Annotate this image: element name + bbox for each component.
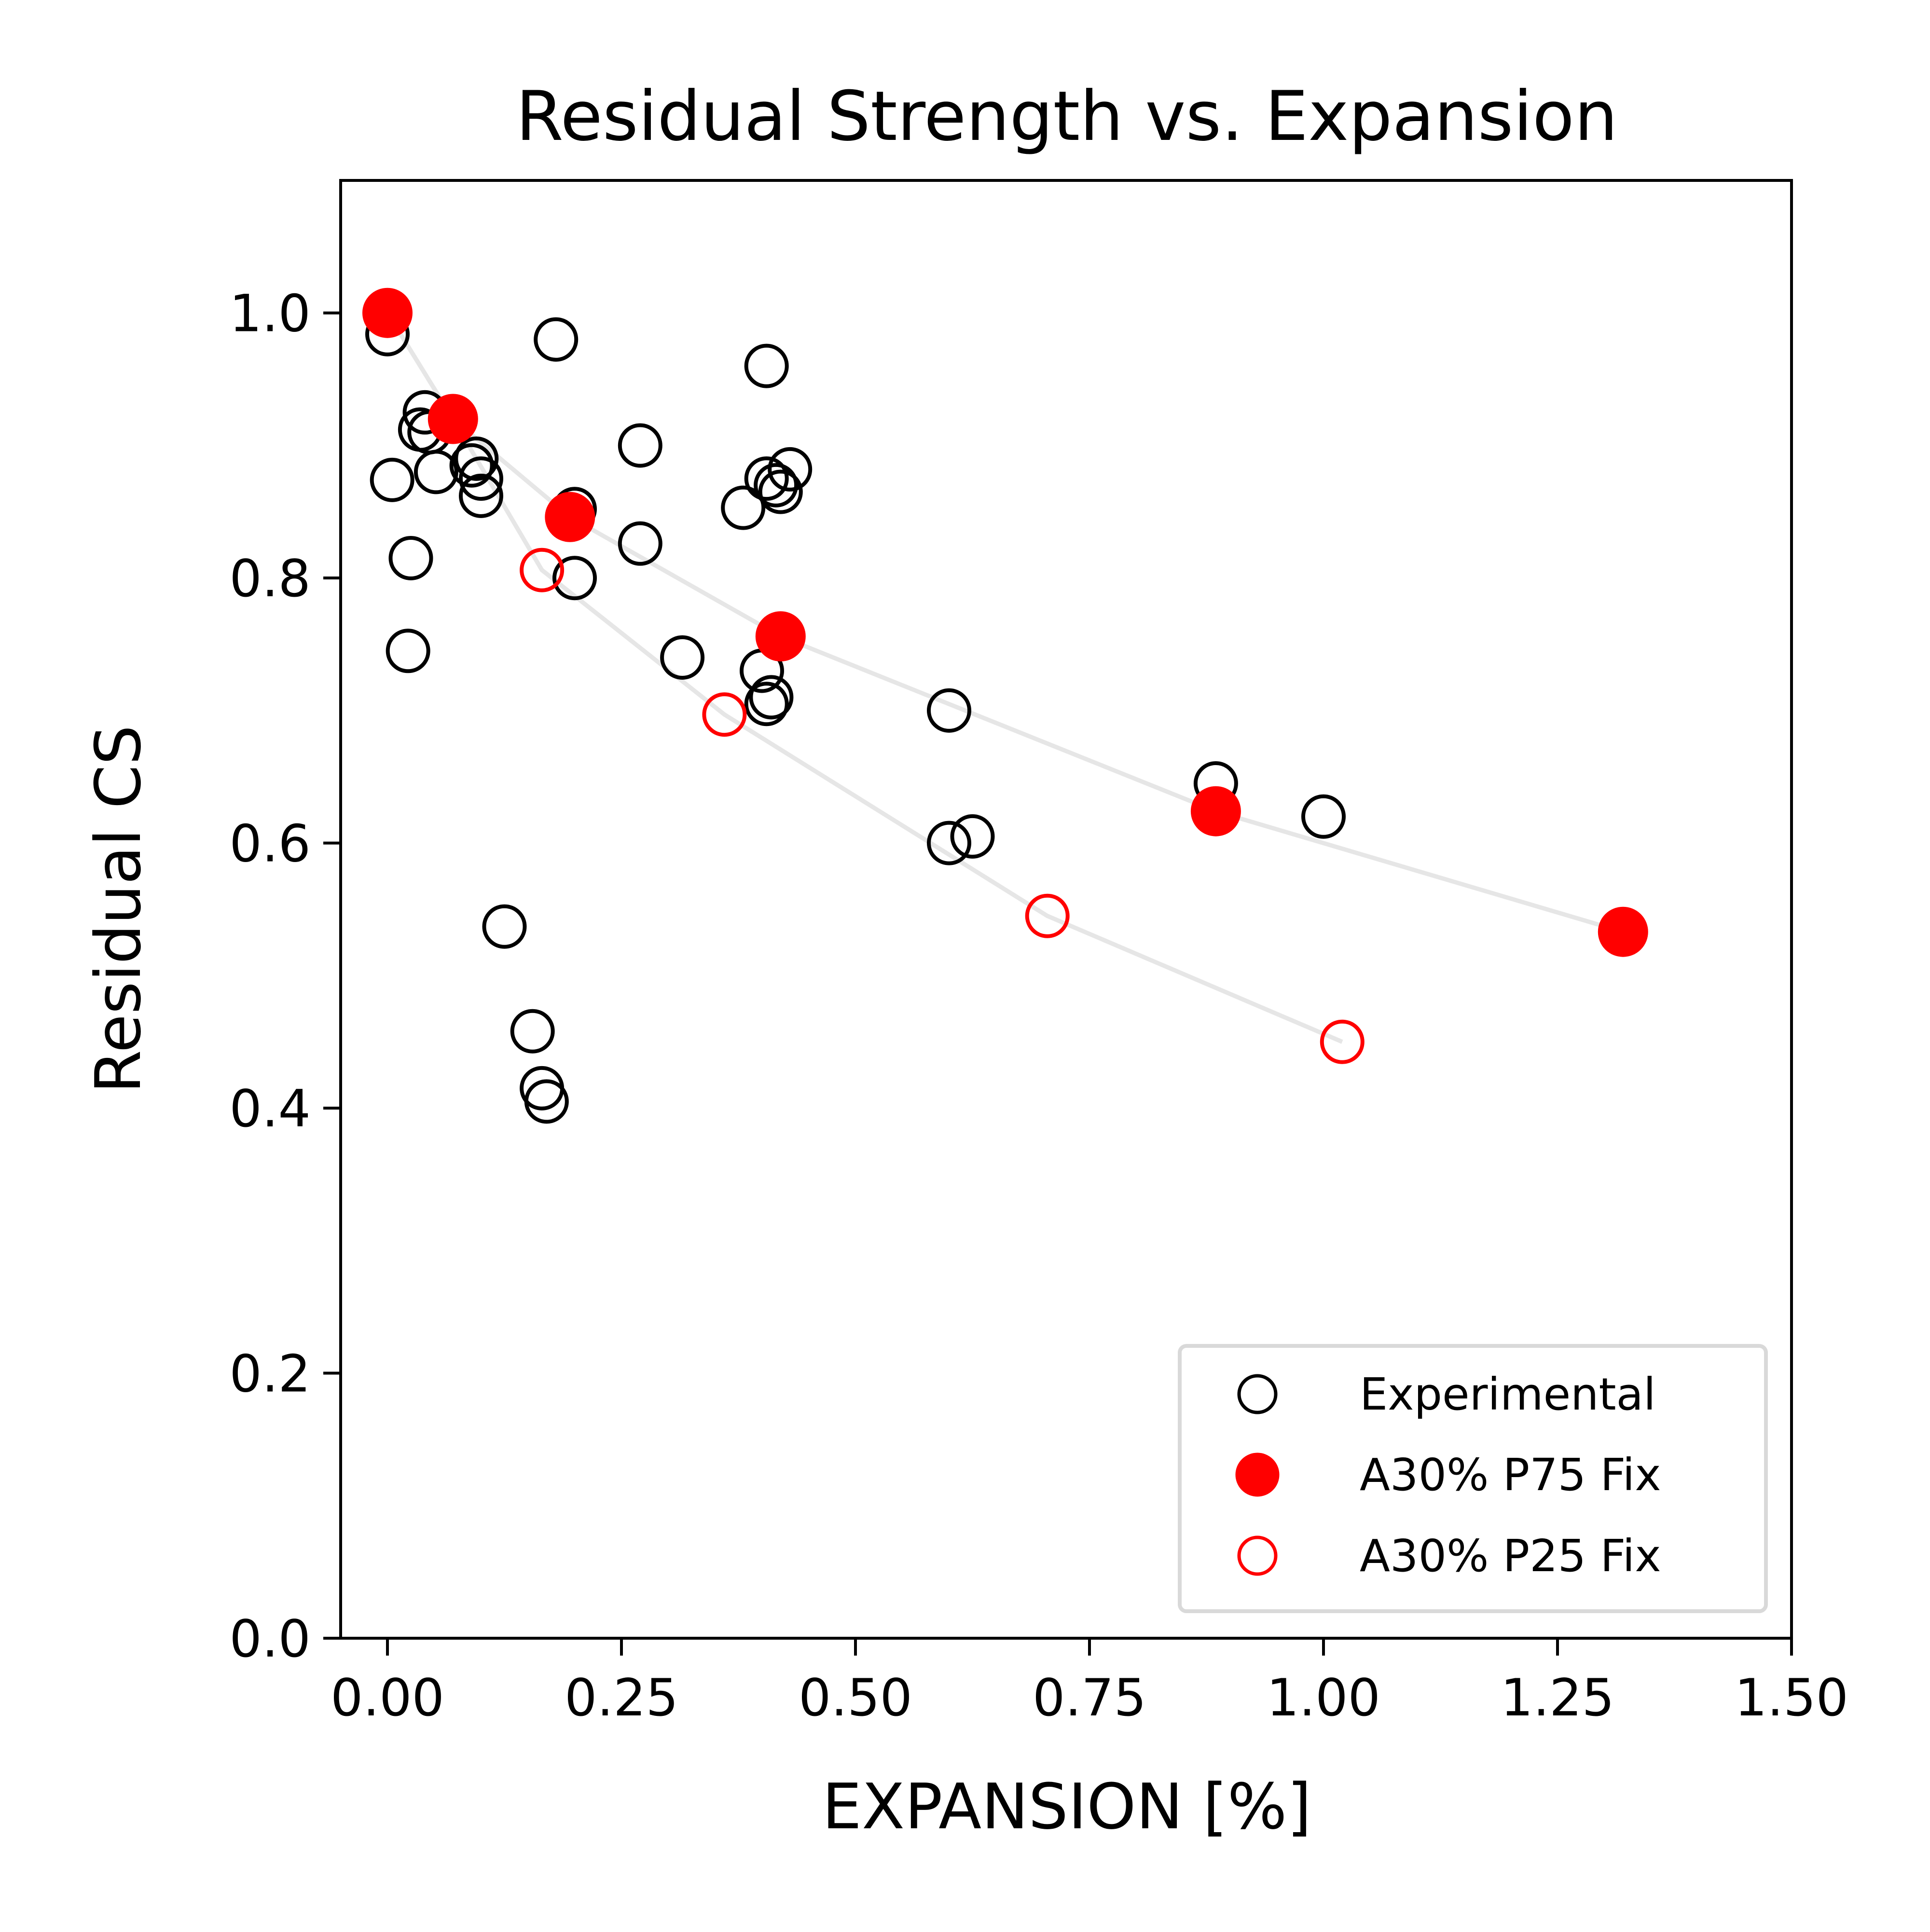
legend-label-experimental: Experimental (1360, 1369, 1656, 1420)
point-experimental (721, 485, 766, 530)
x-tick-label: 0.00 (331, 1668, 444, 1727)
point-a30-p75-fix (1190, 786, 1241, 836)
point-experimental (1301, 794, 1346, 839)
x-tick-label: 1.50 (1735, 1668, 1848, 1727)
point-a30-p25-fix (702, 692, 747, 737)
legend-marker-a30-p25-fix (1237, 1535, 1278, 1576)
legend-label-a30-p75-fix: A30% P75 Fix (1360, 1449, 1661, 1501)
legend-label-a30-p25-fix: A30% P25 Fix (1360, 1530, 1661, 1582)
point-a30-p25-fix (520, 548, 565, 592)
x-tick-label: 0.75 (1033, 1668, 1146, 1727)
legend-frame (1178, 1344, 1768, 1613)
point-experimental (950, 814, 995, 859)
point-experimental (618, 521, 662, 566)
point-experimental (454, 436, 499, 481)
chart-title: Residual Strength vs. Expansion (516, 77, 1618, 156)
point-experimental (386, 629, 430, 673)
point-a30-p75-fix (427, 394, 478, 444)
point-a30-p25-fix (1320, 1019, 1365, 1064)
legend-marker-experimental (1237, 1374, 1278, 1414)
x-tick-label: 0.25 (565, 1668, 678, 1727)
x-tick-label: 1.00 (1267, 1668, 1380, 1727)
point-experimental (758, 469, 803, 514)
y-tick-label: 1.0 (229, 284, 311, 343)
point-experimental (744, 456, 789, 501)
point-experimental (524, 1079, 569, 1124)
point-experimental (388, 536, 433, 580)
x-tick-label: 1.25 (1501, 1668, 1614, 1727)
y-tick-label: 0.2 (229, 1344, 311, 1404)
point-experimental (744, 682, 789, 726)
x-axis: 0.00 0.25 0.50 0.75 1.00 1.25 1.50 (331, 1638, 1848, 1727)
point-experimental (459, 456, 503, 501)
point-experimental (660, 635, 705, 680)
point-experimental (754, 463, 799, 507)
point-experimental (749, 675, 794, 720)
point-a30-p25-fix (1025, 893, 1070, 938)
point-experimental (927, 688, 971, 733)
x-tick-label: 0.50 (799, 1668, 912, 1727)
legend: Experimental A30% P75 Fix A30% P25 Fix (1178, 1344, 1768, 1613)
point-a30-p75-fix (362, 288, 413, 338)
point-experimental (414, 450, 458, 494)
y-axis-label: Residual CS (82, 725, 155, 1094)
point-experimental (768, 447, 813, 492)
legend-marker-a30-p75-fix (1235, 1452, 1280, 1497)
point-experimental (618, 423, 662, 468)
y-tick-label: 0.8 (229, 549, 311, 608)
point-experimental (744, 343, 789, 388)
point-experimental (927, 821, 971, 865)
point-experimental (482, 904, 527, 949)
y-tick-label: 0.4 (229, 1079, 311, 1138)
y-tick-label: 0.0 (229, 1609, 311, 1669)
point-experimental (449, 443, 494, 488)
point-a30-p75-fix (755, 611, 806, 662)
point-experimental (459, 473, 503, 518)
plot-frame (339, 179, 1793, 1640)
point-experimental (370, 457, 414, 502)
point-experimental (510, 1009, 555, 1054)
point-experimental (534, 317, 579, 362)
point-a30-p75-fix (545, 492, 595, 542)
point-experimental (552, 556, 597, 601)
y-axis: 0.0 0.2 0.4 0.6 0.8 1.0 (229, 284, 341, 1669)
point-a30-p75-fix (1598, 906, 1648, 957)
x-axis-label: EXPANSION [%] (822, 1770, 1311, 1843)
y-tick-label: 0.6 (229, 814, 311, 874)
data-points (362, 288, 1648, 1124)
